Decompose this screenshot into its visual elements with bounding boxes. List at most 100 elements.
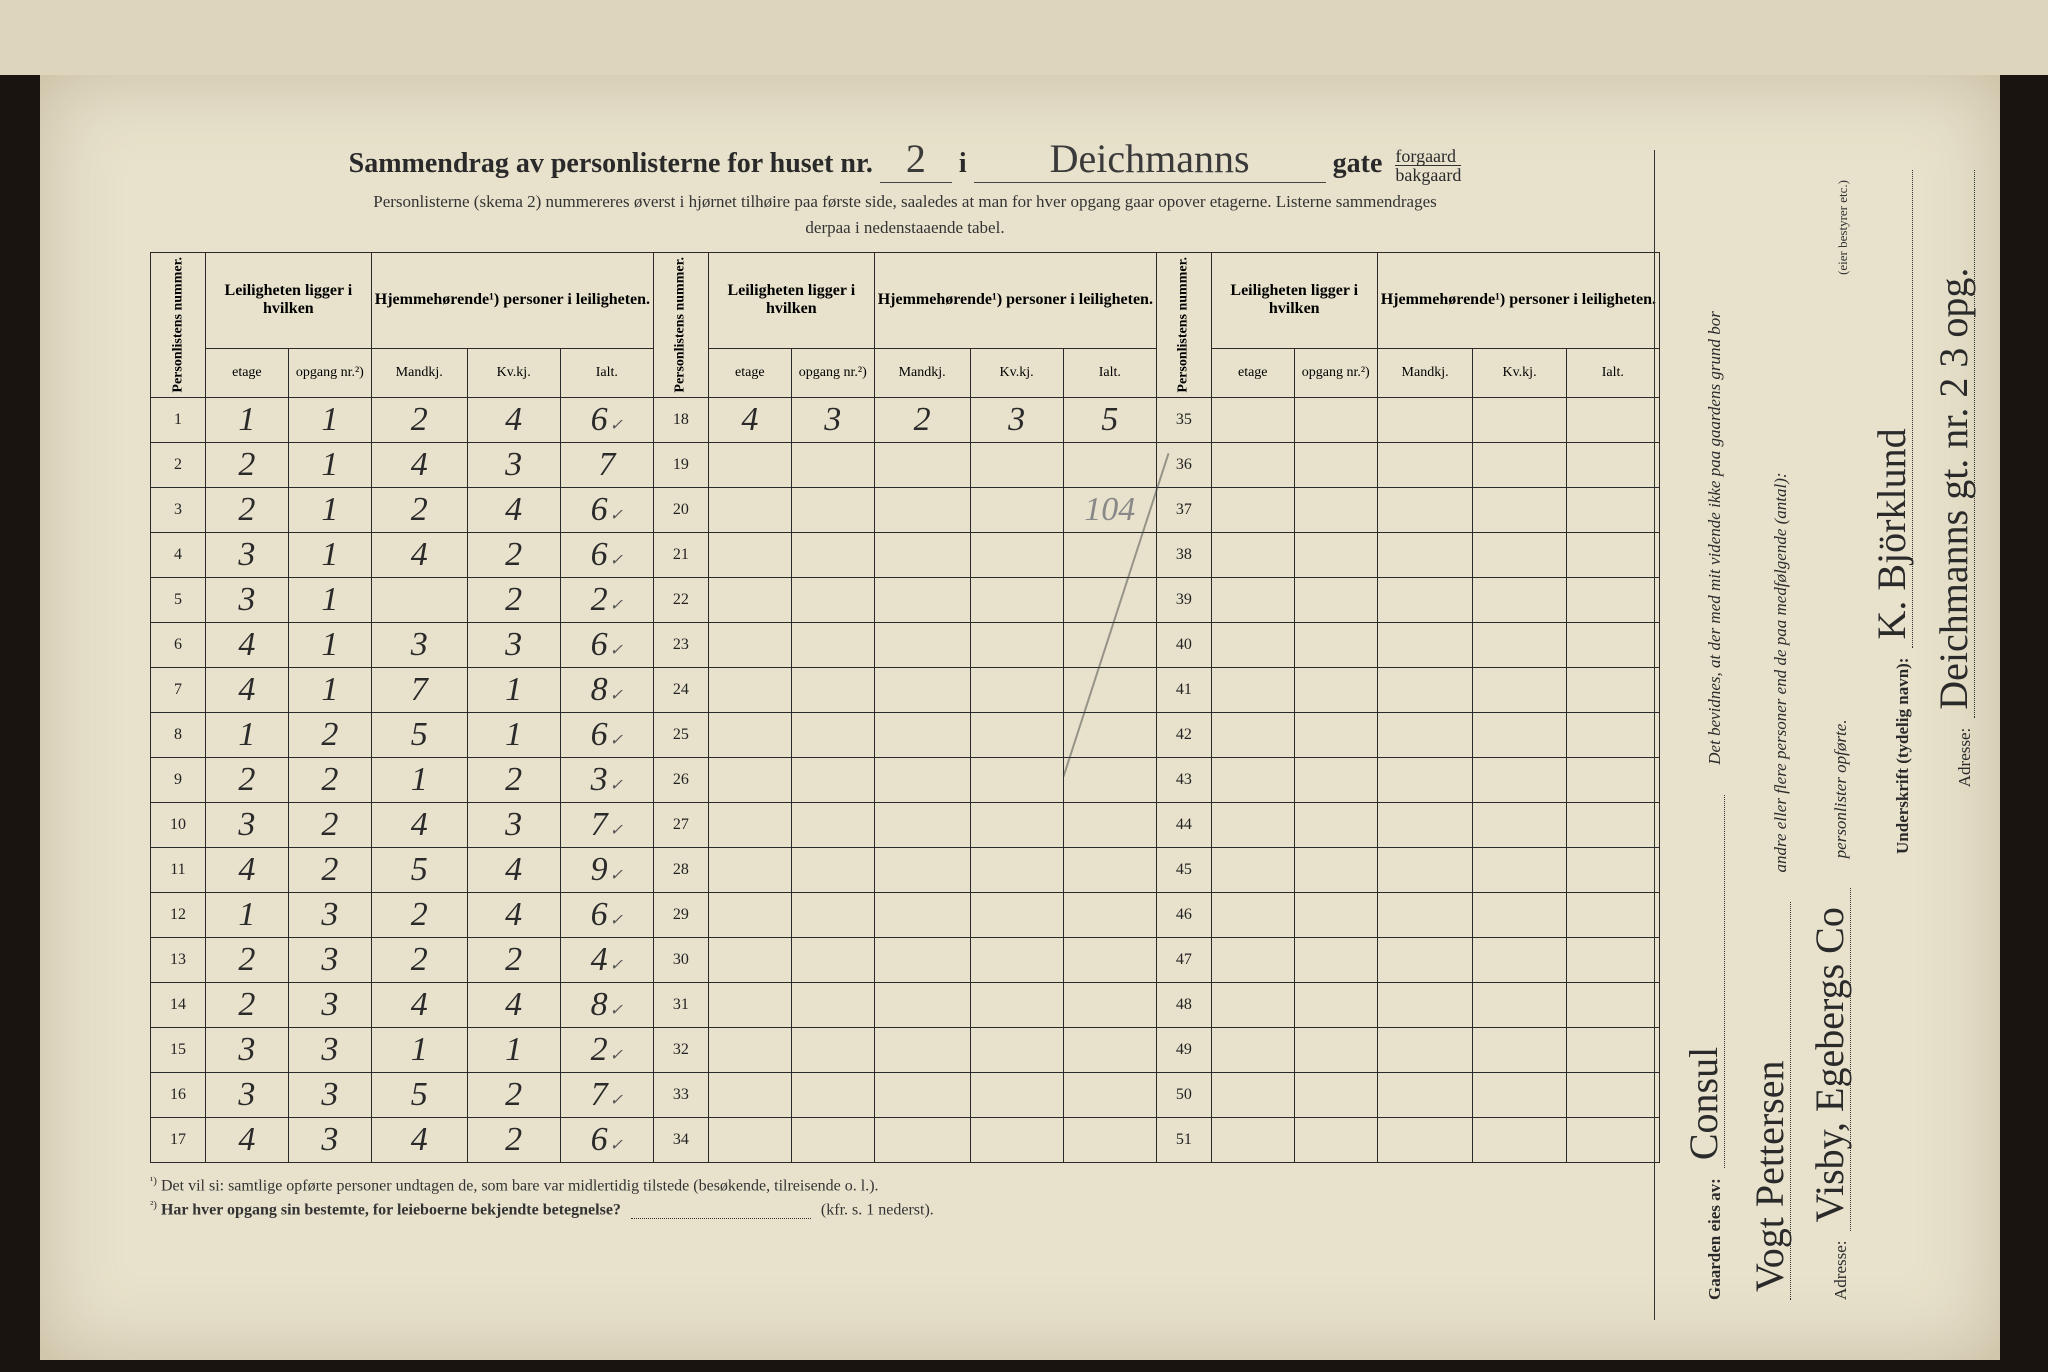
cell-value: 1	[288, 577, 371, 622]
street-name-field: Deichmanns	[974, 135, 1326, 183]
footnote-1-text: Det vil si: samtlige opførte personer un…	[161, 1177, 879, 1194]
cell-value	[1377, 532, 1473, 577]
cell-value	[708, 982, 791, 1027]
cell-value: 6	[560, 892, 653, 937]
col-leiligheten-c: Leiligheten ligger i hvilken	[1211, 253, 1377, 349]
row-number: 43	[1156, 757, 1211, 802]
cell-value	[1294, 667, 1377, 712]
footnote-2-text-a: Har hver opgang sin bestemte, for leiebo…	[161, 1201, 621, 1218]
col-leiligheten-b: Leiligheten ligger i hvilken	[708, 253, 874, 349]
cell-value	[1377, 712, 1473, 757]
cell-value: 3	[970, 397, 1063, 442]
cell-value	[1377, 802, 1473, 847]
cell-value	[1473, 1027, 1566, 1072]
adresse2-value: Deichmanns gt. nr. 2 3 opg.	[1934, 170, 1975, 718]
bakgaard-label: bakgaard	[1395, 166, 1461, 184]
row-number: 27	[653, 802, 708, 847]
cell-value: 3	[467, 442, 560, 487]
row-number: 50	[1156, 1072, 1211, 1117]
subtitle-line-2: derpaa i nedenstaaende tabel.	[150, 218, 1660, 238]
table-row: 3212462010437	[151, 487, 1660, 532]
cell-value: 3	[205, 1027, 288, 1072]
row-number: 14	[151, 982, 206, 1027]
col-mandkj-b: Mandkj.	[874, 348, 970, 397]
cell-value	[1566, 892, 1659, 937]
col-personlistens-nummer-c: Personlistens nummer.	[1156, 253, 1211, 398]
col-etage-b: etage	[708, 348, 791, 397]
cell-value	[1211, 937, 1294, 982]
cell-value	[1063, 937, 1156, 982]
cell-value: 2	[467, 937, 560, 982]
cell-value	[708, 892, 791, 937]
cell-value	[874, 1027, 970, 1072]
cell-value	[1473, 622, 1566, 667]
cell-value	[1473, 757, 1566, 802]
cell-value: 1	[205, 397, 288, 442]
cell-value: 2	[205, 442, 288, 487]
cell-value: 2	[205, 487, 288, 532]
cell-value	[1063, 1117, 1156, 1162]
cell-value: 4	[467, 847, 560, 892]
cell-value	[1566, 937, 1659, 982]
cell-value	[874, 577, 970, 622]
cell-value	[708, 442, 791, 487]
cell-value: 2	[467, 1117, 560, 1162]
cell-value	[708, 712, 791, 757]
cell-value: 4	[371, 982, 467, 1027]
cell-value: 4	[371, 802, 467, 847]
cell-value	[1473, 397, 1566, 442]
footnote-2-text-b: (kfr. s. 1 nederst).	[821, 1201, 934, 1218]
cell-value	[874, 757, 970, 802]
cell-value	[874, 622, 970, 667]
cell-value	[970, 577, 1063, 622]
row-number: 40	[1156, 622, 1211, 667]
cell-value	[1294, 1027, 1377, 1072]
adresse2-label: Adresse:	[1955, 728, 1975, 787]
cell-value	[1294, 847, 1377, 892]
cell-value: 1	[288, 487, 371, 532]
row-number: 15	[151, 1027, 206, 1072]
cell-value	[1063, 532, 1156, 577]
cell-value	[1566, 577, 1659, 622]
col-mandkj-c: Mandkj.	[1377, 348, 1473, 397]
cell-value: 2	[205, 937, 288, 982]
document-page: Sammendrag av personlisterne for huset n…	[40, 75, 2000, 1360]
cell-value: 1	[205, 892, 288, 937]
cell-value: 2	[371, 892, 467, 937]
cell-value	[791, 847, 874, 892]
cell-value	[708, 757, 791, 802]
cell-value	[970, 442, 1063, 487]
cell-value: 1	[371, 757, 467, 802]
row-number: 6	[151, 622, 206, 667]
cell-value: 3	[288, 1027, 371, 1072]
cell-value: 1	[288, 532, 371, 577]
underskrift-label: Underskrift (tydelig navn):	[1893, 658, 1913, 854]
cell-value: 2	[371, 397, 467, 442]
cell-value	[791, 982, 874, 1027]
cell-value	[970, 487, 1063, 532]
cell-value	[1211, 802, 1294, 847]
cell-value	[1294, 712, 1377, 757]
cell-value	[1377, 442, 1473, 487]
cell-value	[1294, 982, 1377, 1027]
cell-value	[371, 577, 467, 622]
cell-value: 3	[791, 397, 874, 442]
cell-value	[791, 667, 874, 712]
title-mid: i	[959, 148, 967, 179]
row-number: 42	[1156, 712, 1211, 757]
cell-value: 6	[560, 712, 653, 757]
row-number: 16	[151, 1072, 206, 1117]
table-row: 16335273350	[151, 1072, 1660, 1117]
cell-value: 6	[560, 532, 653, 577]
cell-value	[1377, 1117, 1473, 1162]
cell-value: 4	[467, 487, 560, 532]
cell-value	[1211, 577, 1294, 622]
table-row: 7417182441	[151, 667, 1660, 712]
cell-value	[874, 532, 970, 577]
cell-value: 4	[371, 1117, 467, 1162]
footnote-1-sup: ¹)	[150, 1175, 157, 1187]
cell-value: 3	[560, 757, 653, 802]
cell-value	[970, 937, 1063, 982]
cell-value	[1063, 802, 1156, 847]
cell-value	[1473, 577, 1566, 622]
